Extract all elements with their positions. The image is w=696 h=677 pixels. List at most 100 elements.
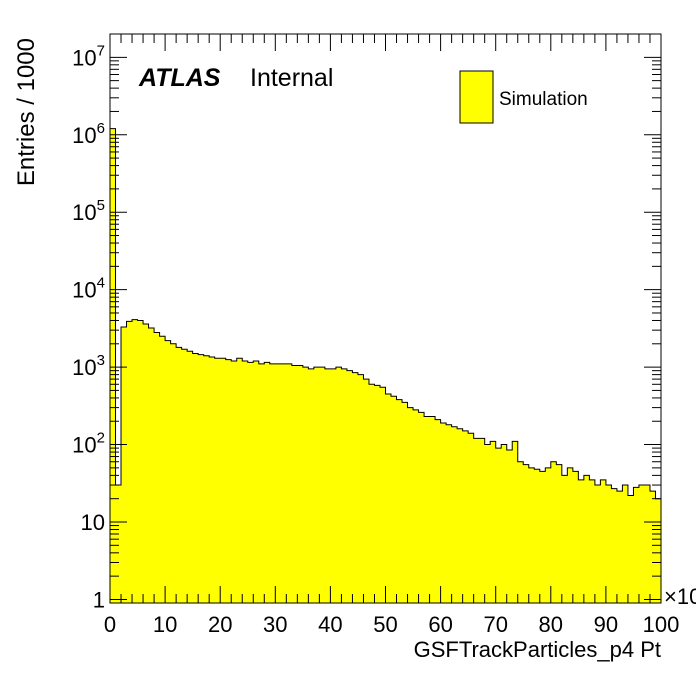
histogram-bin [627,495,634,603]
histogram-bin [137,320,144,603]
histogram-bin [176,347,183,603]
histogram-bin [220,358,227,603]
histogram-bin [181,349,188,603]
histogram-bin [506,450,513,603]
y-tick-label: 106 [72,120,105,148]
histogram-bin [291,365,298,603]
histogram-bin [391,396,397,603]
histogram-bin [302,367,309,603]
histogram-bin [115,485,122,603]
histogram-bin [462,430,469,603]
histogram-bin [429,416,436,603]
histogram-bin [330,368,337,603]
y-tick-labels: 1 10 102 103 104 105 106 107 [72,42,105,612]
histogram-bin [346,370,353,603]
histogram-bin [517,461,524,603]
histogram-bin [490,441,497,603]
histogram-bin [402,402,408,603]
histogram-bin [275,363,282,603]
histogram-bin [578,479,585,603]
histogram-layer [109,128,662,603]
histogram-bin [324,368,331,603]
histogram-bin [363,379,370,603]
histogram-bin [583,475,590,603]
y-tick-label: 102 [72,430,105,458]
histogram-bin [308,368,315,603]
histogram-bin [440,422,447,603]
histogram-bin [473,438,480,603]
histogram-bin [335,367,342,603]
histogram-bin [523,464,530,603]
histogram-bin [209,357,216,603]
histogram-bin [501,444,508,603]
histogram-bin [396,399,403,603]
histogram-outline [109,128,662,603]
histogram-bin [424,416,430,603]
histogram-bin [286,363,293,603]
x-tick-labels: 0 10 20 30 40 50 60 70 80 90 100 [104,612,679,637]
histogram-bin [539,471,546,603]
histogram-bin [655,498,662,603]
y-tick-label: 103 [72,352,105,380]
histogram-bin [451,426,458,603]
histogram-bin [198,354,205,603]
histogram-bin [649,491,656,603]
histogram-bin [572,471,579,603]
histogram-bin [154,332,160,603]
histogram-bin [600,479,607,603]
histogram-bin [121,326,127,603]
histogram-bin [236,358,243,603]
histogram-bin [143,324,149,603]
histogram-bin [561,475,568,603]
histogram-bin [589,479,596,603]
histogram-bin [203,355,210,603]
histogram-bin [374,385,381,603]
histogram-bin [512,441,519,603]
histogram-bin [225,359,232,603]
histogram-bin [616,491,623,603]
y-tick-label: 104 [72,275,105,303]
histogram-bin [165,340,172,603]
x-axis-multiplier: ×103 [664,582,696,609]
histogram-bin [148,327,155,603]
y-tick-label: 1 [93,587,105,612]
histogram-bin [159,336,166,603]
histogram-bin [368,384,375,603]
histogram-bin [468,433,475,603]
histogram-bin [457,428,464,603]
histogram-bin [418,412,425,603]
histogram-bin [258,363,265,603]
histogram-bin [231,360,238,603]
x-tick-label: 10 [153,612,177,637]
histogram-bin [638,485,645,603]
histogram-bin [297,365,304,603]
x-tick-label: 50 [373,612,397,637]
histogram-bin [407,407,414,603]
histogram-bin [594,485,601,603]
x-tick-label: 70 [483,612,507,637]
histogram-bin [242,360,249,603]
histogram-bin [170,343,177,603]
x-tick-label: 100 [643,612,680,637]
histogram-bin [341,368,348,603]
histogram-bin [550,461,557,603]
histogram-bin [280,363,287,603]
legend-swatch [459,70,494,124]
histogram-bin [446,424,453,603]
axis-ticks [109,33,662,603]
x-tick-label: 40 [318,612,342,637]
plot-frame [109,33,662,604]
histogram-bin [313,367,320,603]
histogram-bin [435,419,441,603]
histogram-bin [264,362,271,603]
histogram-bin [534,469,541,603]
histogram-bin [247,362,254,603]
histogram-bin [479,438,486,603]
histogram-bin [633,487,640,603]
x-tick-label: 60 [428,612,452,637]
x-axis-title: GSFTrackParticles_p4 Pt [414,637,661,662]
histogram-bin [253,360,260,603]
histogram-bin [192,353,199,603]
histogram-bin [126,321,133,603]
